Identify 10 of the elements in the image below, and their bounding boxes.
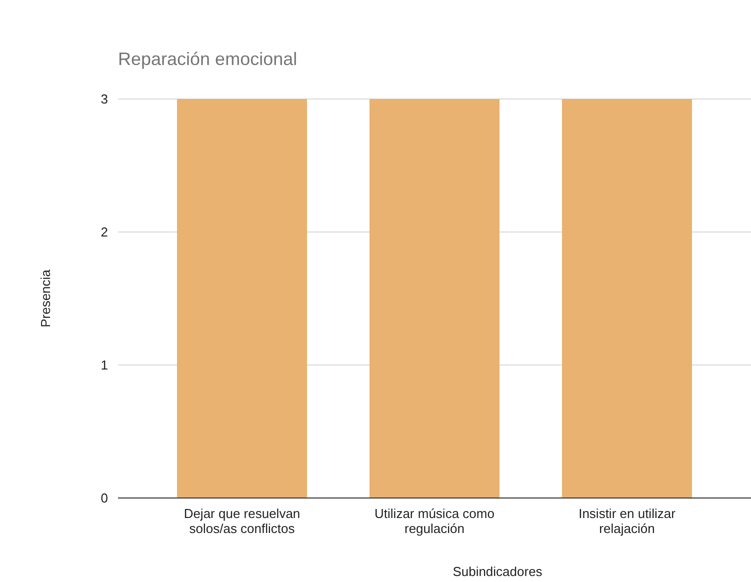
y-tick-label: 3 xyxy=(100,92,108,107)
y-tick-label: 0 xyxy=(100,490,108,506)
chart-title: Reparación emocional xyxy=(118,49,298,69)
y-tick-label: 2 xyxy=(100,224,108,240)
x-axis-title: Subindicadores xyxy=(452,564,543,579)
y-axis-title: Presencia xyxy=(38,268,53,328)
x-tick-label: Insistir en utilizar relajación xyxy=(578,506,676,536)
y-tick-label: 1 xyxy=(100,358,108,373)
x-tick-label: Dejar que resuelvan solos/as conflictos xyxy=(184,506,300,536)
x-tick-label: Utilizar música como regulación xyxy=(374,506,494,536)
